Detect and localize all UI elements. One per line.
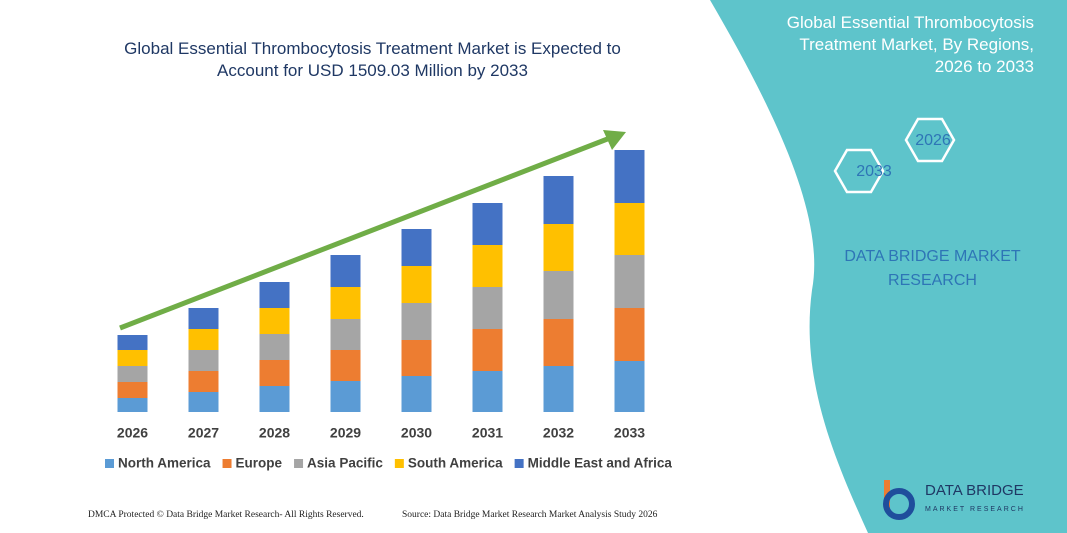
x-tick-label: 2032 bbox=[543, 425, 574, 441]
hexagon bbox=[904, 117, 956, 163]
side-panel bbox=[710, 0, 1067, 533]
bar-segment bbox=[472, 287, 503, 329]
bar-segment bbox=[117, 382, 148, 398]
bar-segment bbox=[330, 350, 361, 381]
bar-segment bbox=[472, 371, 503, 412]
footer-right: Source: Data Bridge Market Research Mark… bbox=[402, 510, 658, 520]
bar-segment bbox=[614, 308, 645, 361]
legend-label: Asia Pacific bbox=[307, 456, 383, 471]
x-tick-label: 2029 bbox=[330, 425, 361, 441]
bar-segment bbox=[614, 150, 645, 203]
x-tick-label: 2030 bbox=[401, 425, 432, 441]
year-start: 2026 bbox=[915, 132, 951, 149]
bar-segment bbox=[259, 334, 290, 360]
legend-swatch bbox=[394, 459, 404, 468]
x-tick-label: 2026 bbox=[117, 425, 148, 441]
logo-name: DATA BRIDGE bbox=[925, 482, 1024, 499]
bar-segment bbox=[117, 335, 148, 350]
bar-segment bbox=[472, 245, 503, 287]
panel-title: Global Essential Thrombocytosis Treatmen… bbox=[786, 13, 1034, 76]
legend-label: Europe bbox=[236, 456, 283, 471]
year-end: 2033 bbox=[856, 163, 892, 180]
bar-segment bbox=[259, 308, 290, 334]
bar-segment bbox=[330, 287, 361, 319]
bar-segment bbox=[188, 371, 219, 392]
bar-segment bbox=[330, 381, 361, 412]
bar-segment bbox=[401, 229, 432, 266]
x-tick-label: 2033 bbox=[614, 425, 645, 441]
hexagon bbox=[833, 148, 885, 194]
bar-segment bbox=[543, 224, 574, 271]
bar-segment bbox=[259, 282, 290, 308]
bar-segment bbox=[117, 366, 148, 382]
bar-segment bbox=[543, 319, 574, 366]
legend-label: North America bbox=[118, 456, 211, 471]
bar-segment bbox=[259, 386, 290, 412]
bar-segment bbox=[614, 255, 645, 308]
bar-segment bbox=[472, 203, 503, 245]
bar-segment bbox=[401, 376, 432, 412]
bar-segment bbox=[188, 350, 219, 371]
bar-segment bbox=[614, 203, 645, 255]
chart-title: Global Essential Thrombocytosis Treatmen… bbox=[124, 39, 621, 80]
bar-segment bbox=[472, 329, 503, 371]
bar-segment bbox=[543, 366, 574, 412]
bar-segment bbox=[330, 255, 361, 287]
bar-segment bbox=[614, 361, 645, 412]
legend-swatch bbox=[294, 459, 304, 468]
bar-segment bbox=[117, 350, 148, 366]
legend-swatch bbox=[514, 459, 524, 468]
legend-label: South America bbox=[408, 456, 503, 471]
legend-swatch bbox=[222, 459, 232, 468]
x-tick-label: 2031 bbox=[472, 425, 503, 441]
logo-tagline: MARKET RESEARCH bbox=[925, 506, 1025, 513]
bar-segment bbox=[188, 308, 219, 329]
bar-segment bbox=[259, 360, 290, 386]
arrow-head bbox=[603, 130, 626, 150]
bar-segment bbox=[401, 303, 432, 340]
footer-left: DMCA Protected © Data Bridge Market Rese… bbox=[88, 510, 364, 520]
bar-segment bbox=[543, 271, 574, 319]
legend-swatch bbox=[105, 459, 114, 468]
bar-segment bbox=[543, 176, 574, 224]
x-tick-label: 2028 bbox=[259, 425, 290, 441]
logo-icon bbox=[883, 480, 915, 520]
brand: DATA BRIDGE MARKET RESEARCH bbox=[844, 248, 1021, 289]
bar-segment bbox=[117, 398, 148, 412]
legend-label: Middle East and Africa bbox=[528, 456, 673, 471]
x-tick-label: 2027 bbox=[188, 425, 219, 441]
bar-segment bbox=[401, 340, 432, 376]
bar-segment bbox=[188, 392, 219, 412]
bar-segment bbox=[188, 329, 219, 350]
bar-segment bbox=[330, 319, 361, 350]
bar-segment bbox=[401, 266, 432, 303]
trend-arrow bbox=[119, 135, 611, 331]
